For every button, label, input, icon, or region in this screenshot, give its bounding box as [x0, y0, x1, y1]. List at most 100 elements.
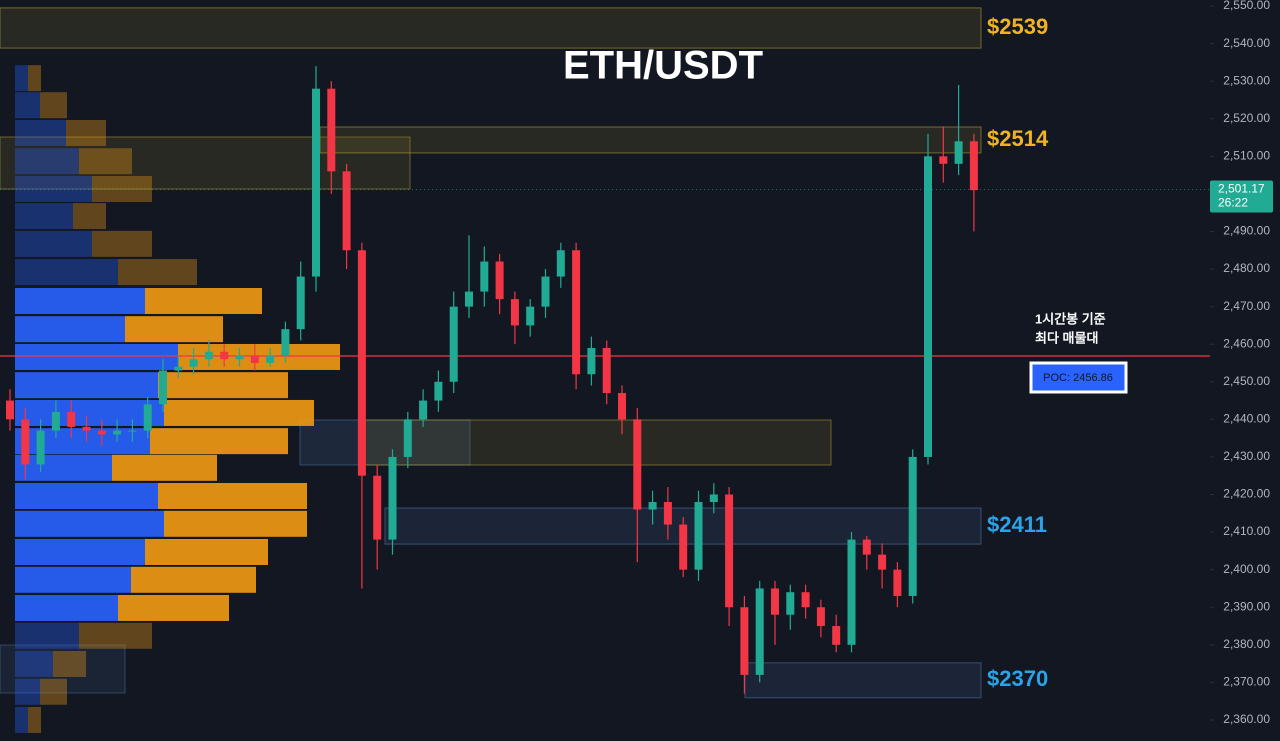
candle-body: [250, 355, 259, 363]
candle-body: [587, 347, 596, 375]
y-tick-label: 2,460.00: [1223, 336, 1270, 350]
candle-body: [97, 430, 106, 435]
decor-zones: [0, 136, 832, 694]
candle-body: [939, 156, 948, 164]
candle-body: [725, 494, 734, 608]
volume-sell: [145, 538, 268, 565]
candle-body: [878, 554, 887, 570]
candle-body: [159, 370, 167, 405]
candle-body: [969, 141, 978, 191]
candle-body: [862, 539, 871, 555]
y-tick-label: 2,550.00: [1223, 0, 1270, 12]
candle-body: [266, 355, 275, 363]
candle-body: [357, 250, 366, 476]
zone: [744, 662, 982, 699]
volume-buy: [15, 316, 125, 343]
candle-body: [373, 475, 382, 540]
candle-body: [740, 607, 749, 675]
candle-body: [143, 404, 152, 431]
volume-sell: [40, 678, 67, 705]
candle-body: [755, 588, 764, 675]
candle-body: [204, 351, 213, 360]
countdown: 26:22: [1218, 196, 1248, 210]
candle-body: [220, 351, 229, 360]
candle-body: [21, 419, 30, 465]
zone: [0, 7, 982, 49]
volume-sell: [79, 622, 152, 649]
y-tick-label: 2,480.00: [1223, 261, 1270, 275]
volume-sell: [178, 343, 340, 370]
candle-body: [908, 456, 917, 596]
candle-body: [648, 502, 657, 510]
candle-body: [235, 355, 244, 360]
volume-sell: [145, 287, 262, 314]
y-tick-label: 2,410.00: [1223, 524, 1270, 538]
candle-body: [816, 607, 825, 627]
candle-body: [67, 411, 76, 427]
zone: [362, 419, 832, 466]
volume-sell: [28, 65, 41, 92]
candle-body: [526, 306, 535, 326]
zone-label: $2539: [987, 14, 1048, 39]
candle-body: [679, 524, 688, 570]
candle-body: [832, 626, 841, 645]
zone-label: $2514: [987, 126, 1049, 151]
candle-body: [342, 171, 351, 251]
candle-body: [694, 502, 703, 570]
candle-body: [36, 430, 45, 465]
volume-sell: [73, 203, 106, 230]
volume-sell: [28, 706, 41, 733]
volume-sell: [92, 230, 152, 257]
y-tick-label: 2,430.00: [1223, 449, 1270, 463]
volume-sell: [53, 650, 86, 677]
volume-buy: [15, 65, 28, 92]
volume-buy: [15, 428, 150, 455]
volume-sell: [150, 428, 288, 455]
annotation: 1시간봉 기준: [1035, 311, 1106, 326]
poc-box: [1029, 361, 1128, 394]
candle-body: [327, 88, 336, 172]
volume-sell: [164, 399, 314, 426]
y-tick-label: 2,470.00: [1223, 299, 1270, 313]
candle-body: [572, 250, 581, 375]
y-tick-label: 2,420.00: [1223, 487, 1270, 501]
volume-buy: [15, 650, 53, 677]
candle-body: [312, 88, 320, 277]
candle-body: [449, 306, 458, 382]
volume-sell: [79, 148, 132, 175]
candle-body: [510, 299, 519, 326]
candle-body: [403, 419, 412, 457]
volume-sell: [112, 454, 217, 481]
candle-body: [174, 366, 183, 371]
volume-buy: [15, 120, 66, 147]
y-tick-label: 2,440.00: [1223, 412, 1270, 426]
volume-buy: [15, 594, 118, 621]
candle-body: [434, 381, 443, 401]
candle-body: [893, 569, 902, 596]
volume-sell: [118, 259, 197, 286]
last-price-label: 2,501.17: [1218, 182, 1265, 196]
candle-body: [541, 276, 550, 307]
volume-buy: [15, 287, 145, 314]
zone: [0, 136, 411, 190]
last-price-tag: [1210, 180, 1273, 213]
volume-sell: [131, 566, 256, 593]
volume-sell: [92, 176, 152, 203]
candle-body: [556, 250, 565, 277]
zone: [0, 644, 126, 694]
volume-buy: [15, 510, 164, 537]
volume-buy: [15, 538, 145, 565]
volume-sell: [158, 372, 288, 399]
y-tick-label: 2,380.00: [1223, 637, 1270, 651]
volume-sell: [66, 120, 106, 147]
volume-buy: [15, 678, 40, 705]
candle-body: [82, 426, 91, 431]
zone-label: $2370: [987, 666, 1048, 691]
candle-body: [128, 430, 137, 432]
candle-body: [480, 261, 489, 292]
y-tick-label: 2,520.00: [1223, 111, 1270, 125]
candle-body: [495, 261, 504, 300]
candle-body: [419, 400, 428, 420]
